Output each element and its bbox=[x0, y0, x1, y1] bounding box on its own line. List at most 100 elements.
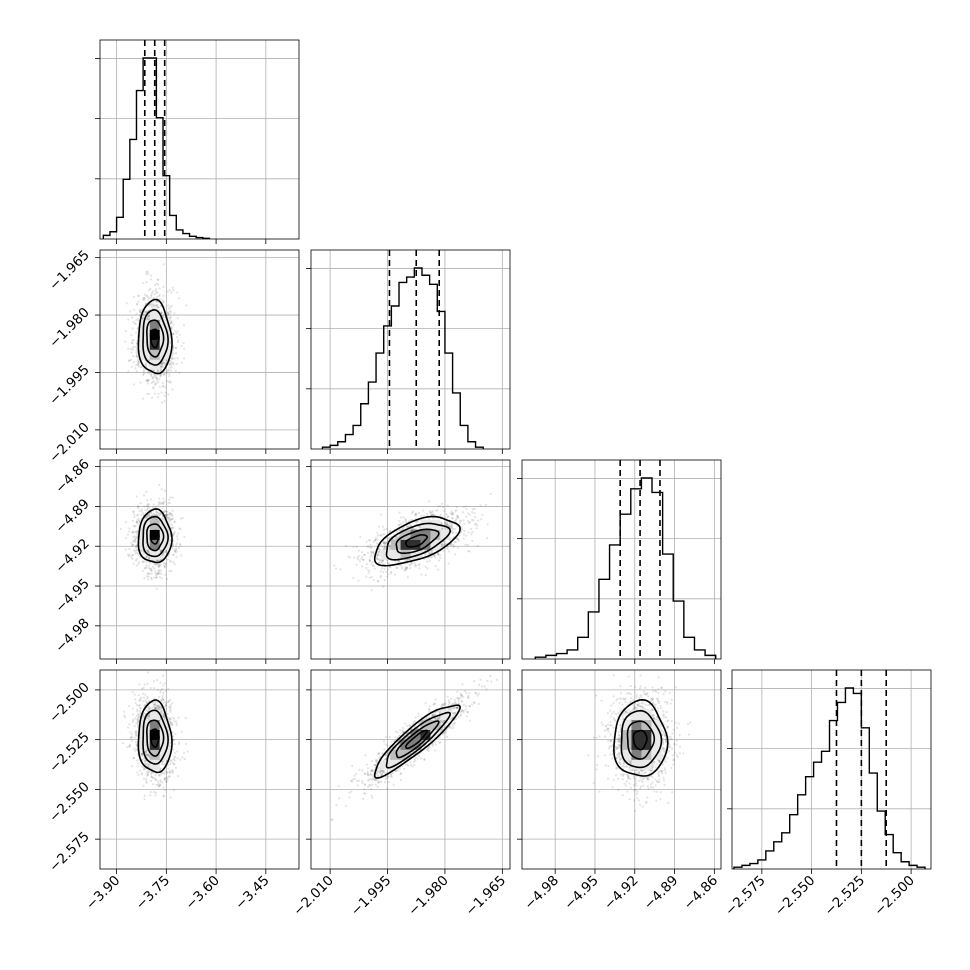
scatter-point bbox=[140, 773, 143, 776]
scatter-point bbox=[172, 738, 175, 742]
histogram-panel-0 bbox=[95, 39, 300, 244]
scatter-point bbox=[383, 542, 387, 546]
scatter-point bbox=[147, 272, 150, 275]
scatter-point bbox=[162, 294, 165, 297]
scatter-point bbox=[439, 556, 442, 560]
scatter-point bbox=[442, 506, 445, 509]
scatter-point bbox=[153, 512, 156, 515]
scatter-point bbox=[153, 576, 156, 579]
scatter-point bbox=[139, 366, 143, 369]
scatter-point bbox=[409, 567, 412, 570]
scatter-point bbox=[132, 510, 135, 513]
scatter-point bbox=[151, 377, 154, 380]
scatter-point bbox=[161, 365, 164, 368]
scatter-point bbox=[405, 566, 409, 569]
scatter-point bbox=[440, 521, 443, 525]
scatter-point bbox=[133, 513, 136, 516]
scatter-point bbox=[400, 565, 403, 568]
scatter-point bbox=[420, 555, 423, 558]
scatter-point bbox=[173, 756, 177, 759]
scatter-point bbox=[133, 693, 137, 696]
scatter-point bbox=[157, 377, 161, 381]
scatter-point bbox=[169, 316, 172, 319]
scatter-point bbox=[377, 550, 381, 553]
scatter-point bbox=[163, 372, 166, 375]
scatter-point bbox=[159, 558, 162, 561]
scatter-point bbox=[444, 521, 447, 524]
density-cell bbox=[420, 519, 431, 530]
scatter-point bbox=[428, 559, 431, 562]
scatter-point bbox=[152, 290, 155, 293]
scatter-point bbox=[382, 571, 385, 574]
scatter-point bbox=[147, 755, 150, 758]
scatter-point bbox=[142, 313, 146, 316]
scatter-point bbox=[455, 531, 458, 534]
scatter-point bbox=[173, 743, 176, 746]
scatter-point bbox=[401, 527, 404, 530]
scatter-point bbox=[136, 557, 139, 561]
scatter-point bbox=[347, 555, 350, 558]
scatter-point bbox=[169, 364, 172, 367]
scatter-point bbox=[153, 305, 156, 308]
scatter-point bbox=[131, 554, 134, 557]
density-cell bbox=[400, 549, 411, 560]
x-tick-label: −3.75 bbox=[133, 873, 174, 914]
scatter-point bbox=[144, 780, 148, 783]
scatter-point bbox=[398, 535, 401, 538]
scatter-point bbox=[431, 513, 434, 516]
scatter-point bbox=[161, 365, 164, 368]
scatter-point bbox=[389, 570, 393, 573]
scatter-point bbox=[151, 369, 155, 372]
scatter-point bbox=[165, 578, 169, 581]
scatter-point bbox=[166, 558, 169, 561]
scatter-point bbox=[394, 537, 397, 540]
scatter-point bbox=[171, 547, 174, 550]
scatter-point bbox=[129, 310, 132, 313]
scatter-point bbox=[414, 565, 417, 568]
scatter-point bbox=[146, 504, 149, 507]
scatter-point bbox=[146, 378, 149, 382]
scatter-point bbox=[167, 555, 170, 558]
density-cell bbox=[410, 539, 421, 550]
scatter-point bbox=[128, 359, 131, 362]
scatter-point bbox=[351, 576, 355, 580]
scatter-point bbox=[436, 509, 439, 512]
scatter-point bbox=[171, 354, 174, 357]
scatter-point bbox=[457, 538, 460, 541]
scatter-point bbox=[135, 303, 139, 306]
scatter-point bbox=[157, 705, 160, 708]
scatter-point bbox=[161, 502, 164, 505]
scatter-point bbox=[439, 513, 442, 517]
scatter-point bbox=[164, 549, 168, 553]
scatter-point bbox=[158, 706, 161, 709]
scatter-point bbox=[383, 541, 386, 544]
contour-level-2 bbox=[142, 515, 169, 558]
scatter-point bbox=[181, 516, 184, 520]
scatter-point bbox=[398, 528, 401, 531]
scatter-point bbox=[467, 549, 470, 553]
scatter-point bbox=[456, 514, 459, 517]
scatter-point bbox=[180, 345, 183, 348]
y-tick-label: −1.965 bbox=[46, 247, 93, 294]
scatter-point bbox=[462, 519, 465, 522]
scatter-point bbox=[176, 357, 179, 360]
scatter-point bbox=[137, 560, 140, 564]
scatter-point bbox=[135, 353, 139, 356]
scatter-point bbox=[163, 400, 166, 403]
scatter-point bbox=[154, 570, 157, 573]
scatter-point bbox=[438, 504, 442, 507]
scatter-point bbox=[173, 312, 176, 315]
scatter-point bbox=[362, 558, 365, 561]
histogram-panel-2 bbox=[517, 459, 722, 664]
histogram-panel-1 bbox=[306, 249, 511, 454]
scatter-point bbox=[177, 339, 180, 342]
scatter-point bbox=[484, 503, 487, 507]
density-cell bbox=[149, 329, 160, 340]
scatter-point bbox=[359, 535, 362, 538]
scatter-point bbox=[165, 516, 168, 519]
scatter-point bbox=[178, 333, 181, 336]
scatter-point bbox=[416, 520, 419, 524]
scatter-point bbox=[127, 347, 130, 350]
scatter-point bbox=[438, 559, 441, 562]
scatter-point bbox=[389, 572, 393, 575]
